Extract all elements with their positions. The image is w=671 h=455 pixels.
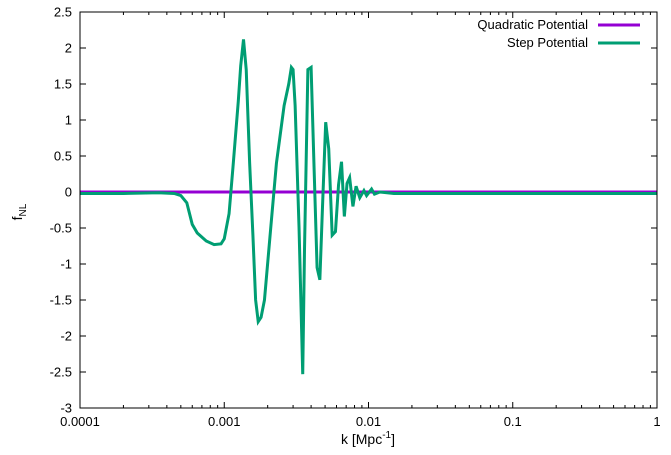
legend-label-quadratic-potential: Quadratic Potential (477, 17, 588, 32)
series-line-step-potential (80, 39, 657, 375)
y-tick-label: 1.5 (54, 77, 72, 92)
y-tick-label: 2 (65, 41, 72, 56)
axis-ticks: 0.0001 0.001 0.01 0.1 1 2.5 2 1.5 1 0.5 0 -0.5 -1 -1.… (50, 5, 661, 430)
x-tick-label: 0.001 (208, 414, 241, 429)
y-tick-label: -0.5 (50, 221, 72, 236)
legend: Quadratic Potential Step Potential (477, 17, 640, 50)
legend-label-step-potential: Step Potential (507, 35, 588, 50)
y-axis-label-main: f (9, 216, 25, 220)
x-tick-label: 0.0001 (60, 414, 100, 429)
x-axis-label-tail: ] (391, 431, 395, 447)
y-tick-label: -3 (60, 401, 72, 416)
x-axis-label-superscript: -1 (382, 430, 391, 441)
plot-frame (79, 11, 658, 409)
x-axis-label: k [Mpc-1] (341, 430, 395, 447)
y-tick-label: -1 (60, 257, 72, 272)
y-axis-label: fNL (9, 203, 29, 220)
y-tick-label: -2.5 (50, 365, 72, 380)
x-tick-label: 1 (653, 414, 660, 429)
y-axis-label-subscript: NL (18, 203, 29, 216)
series-layer (80, 39, 657, 375)
x-axis-label-main: k [Mpc (341, 431, 382, 447)
y-tick-label: 0.5 (54, 149, 72, 164)
x-tick-label: 0.1 (504, 414, 522, 429)
y-tick-label: -2 (60, 329, 72, 344)
y-tick-label: -1.5 (50, 293, 72, 308)
y-tick-label: 2.5 (54, 5, 72, 20)
y-tick-label: 1 (65, 113, 72, 128)
y-tick-label: 0 (65, 185, 72, 200)
x-tick-label: 0.01 (356, 414, 381, 429)
